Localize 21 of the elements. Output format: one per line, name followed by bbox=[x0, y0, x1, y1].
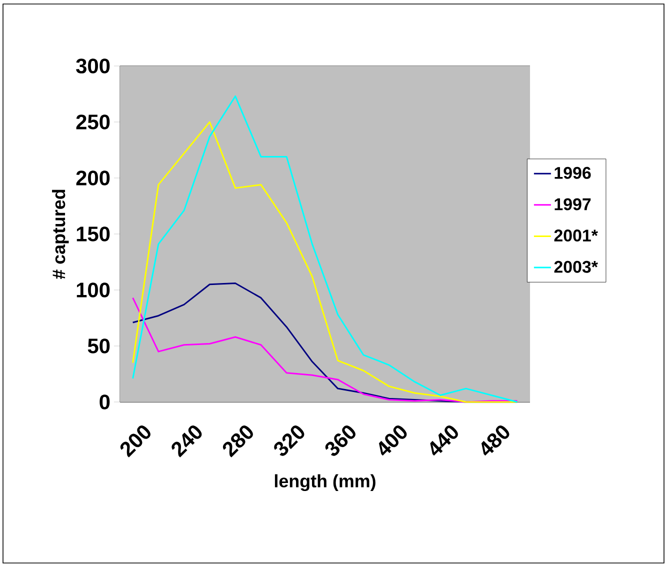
x-tick-label: 320 bbox=[274, 426, 304, 456]
y-axis-title: # captured bbox=[52, 190, 69, 280]
y-tick-label: 100 bbox=[76, 282, 110, 298]
y-tick-label: 250 bbox=[76, 114, 110, 130]
x-tick-label: 400 bbox=[378, 426, 407, 456]
y-tick-label: 150 bbox=[76, 226, 110, 242]
legend-label: 2003* bbox=[554, 260, 598, 273]
x-tick-label: 480 bbox=[481, 426, 510, 456]
x-tick-label: 360 bbox=[325, 426, 356, 456]
y-tick-label: 0 bbox=[100, 394, 110, 410]
x-tick-label: 280 bbox=[222, 426, 253, 458]
x-axis-title: length (mm) bbox=[274, 474, 376, 492]
legend-label: 1997 bbox=[554, 198, 591, 210]
legend-label: 1996 bbox=[554, 166, 591, 179]
x-tick-label: 440 bbox=[430, 426, 458, 456]
legend-label: 2001* bbox=[554, 230, 598, 242]
y-tick-label: 300 bbox=[76, 58, 110, 74]
x-tick-label: 200 bbox=[120, 426, 150, 458]
x-tick-label: 240 bbox=[172, 426, 202, 458]
y-tick-label: 50 bbox=[88, 338, 110, 354]
y-tick-label: 200 bbox=[76, 170, 110, 186]
